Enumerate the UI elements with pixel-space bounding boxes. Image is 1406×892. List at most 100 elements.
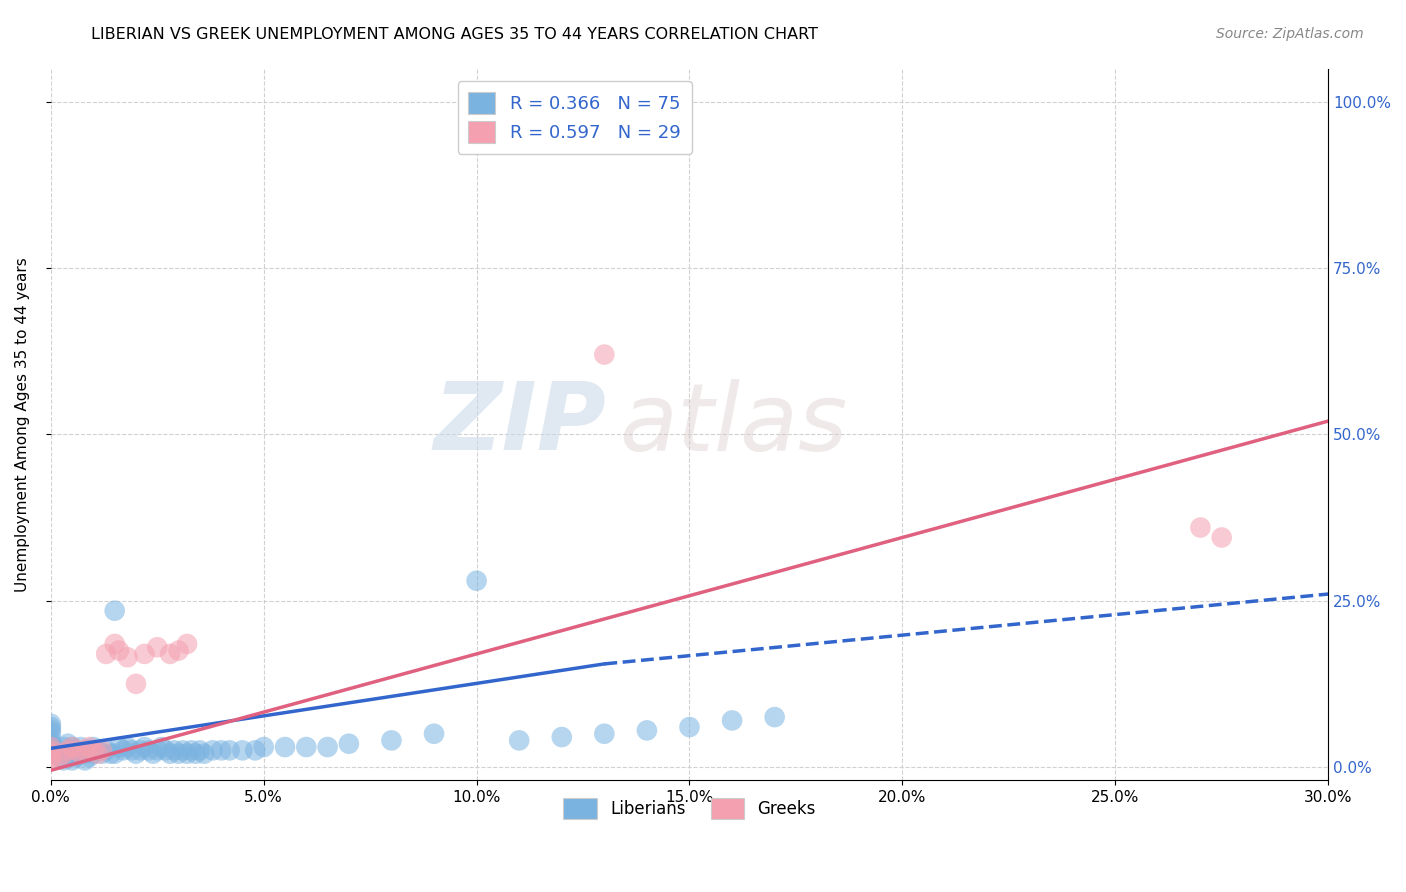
Point <box>77 750 100 764</box>
Point <box>193 747 215 761</box>
Point <box>134 739 156 754</box>
Point <box>159 747 181 761</box>
Point <box>73 743 96 757</box>
Point <box>508 733 530 747</box>
Point <box>60 739 83 754</box>
Point <box>134 647 156 661</box>
Point <box>176 637 198 651</box>
Point <box>86 743 108 757</box>
Point <box>39 743 62 757</box>
Point <box>188 743 211 757</box>
Point <box>112 743 135 757</box>
Point <box>721 714 744 728</box>
Point <box>39 747 62 761</box>
Point <box>142 747 165 761</box>
Point <box>96 743 118 757</box>
Point <box>86 747 108 761</box>
Point <box>65 750 87 764</box>
Point <box>52 753 75 767</box>
Point <box>73 753 96 767</box>
Point <box>73 747 96 761</box>
Point <box>56 737 79 751</box>
Point <box>39 727 62 741</box>
Point <box>678 720 700 734</box>
Point <box>108 643 131 657</box>
Point <box>104 604 127 618</box>
Point <box>39 750 62 764</box>
Point <box>337 737 360 751</box>
Point <box>117 650 139 665</box>
Point <box>39 753 62 767</box>
Point <box>48 750 70 764</box>
Point <box>763 710 786 724</box>
Point <box>82 743 104 757</box>
Point <box>125 747 148 761</box>
Point <box>218 743 240 757</box>
Point <box>129 743 152 757</box>
Point <box>39 739 62 754</box>
Text: atlas: atlas <box>619 379 848 470</box>
Point <box>60 747 83 761</box>
Point <box>146 743 169 757</box>
Point <box>184 747 207 761</box>
Y-axis label: Unemployment Among Ages 35 to 44 years: Unemployment Among Ages 35 to 44 years <box>15 257 30 591</box>
Point <box>180 743 202 757</box>
Point <box>65 743 87 757</box>
Point <box>104 637 127 651</box>
Point <box>65 743 87 757</box>
Point <box>69 747 91 761</box>
Text: LIBERIAN VS GREEK UNEMPLOYMENT AMONG AGES 35 TO 44 YEARS CORRELATION CHART: LIBERIAN VS GREEK UNEMPLOYMENT AMONG AGE… <box>91 27 818 42</box>
Point <box>146 640 169 655</box>
Point <box>108 739 131 754</box>
Point <box>104 747 127 761</box>
Point <box>176 747 198 761</box>
Text: Source: ZipAtlas.com: Source: ZipAtlas.com <box>1216 27 1364 41</box>
Point <box>231 743 253 757</box>
Point <box>551 730 574 744</box>
Point <box>52 739 75 754</box>
Point <box>163 743 186 757</box>
Point <box>117 739 139 754</box>
Point <box>48 743 70 757</box>
Point <box>167 747 190 761</box>
Point <box>60 739 83 754</box>
Point <box>56 743 79 757</box>
Point <box>1211 531 1233 545</box>
Point <box>90 743 112 757</box>
Point <box>39 747 62 761</box>
Point <box>593 347 616 361</box>
Legend: Liberians, Greeks: Liberians, Greeks <box>557 792 823 825</box>
Point <box>155 743 177 757</box>
Point <box>593 727 616 741</box>
Point <box>150 739 173 754</box>
Point <box>159 647 181 661</box>
Point <box>82 747 104 761</box>
Point <box>39 723 62 738</box>
Point <box>52 747 75 761</box>
Point <box>39 720 62 734</box>
Point <box>48 750 70 764</box>
Point <box>316 739 339 754</box>
Point <box>209 743 232 757</box>
Point <box>69 739 91 754</box>
Point <box>96 647 118 661</box>
Point <box>56 743 79 757</box>
Point <box>1189 520 1212 534</box>
Point <box>60 753 83 767</box>
Point <box>77 739 100 754</box>
Point <box>172 743 194 757</box>
Point <box>52 747 75 761</box>
Point <box>90 747 112 761</box>
Point <box>201 743 224 757</box>
Point <box>138 743 160 757</box>
Point <box>121 743 143 757</box>
Point <box>465 574 488 588</box>
Point <box>636 723 658 738</box>
Point <box>100 747 122 761</box>
Point <box>39 716 62 731</box>
Point <box>423 727 446 741</box>
Point <box>39 739 62 754</box>
Point <box>82 739 104 754</box>
Point <box>77 743 100 757</box>
Point <box>167 643 190 657</box>
